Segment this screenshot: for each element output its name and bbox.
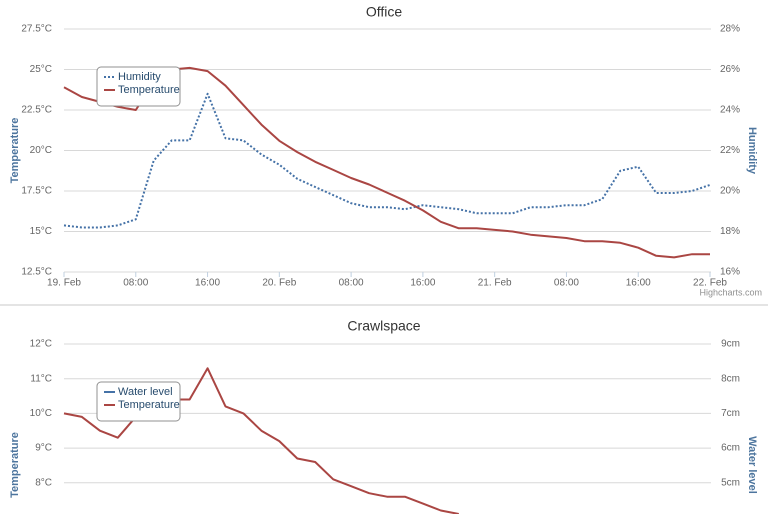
chart-title: Crawlspace <box>347 318 420 334</box>
y-axis-title: Temperature <box>9 118 21 184</box>
legend-label: Temperature <box>118 399 180 411</box>
series-line <box>63 367 459 514</box>
x-tick-label: 08:00 <box>339 278 364 289</box>
y2-tick-label: 28% <box>720 24 740 35</box>
y2-tick-label: 20% <box>720 186 740 197</box>
y2-tick-label: 24% <box>720 105 740 116</box>
plot <box>63 367 459 514</box>
legend-box <box>96 381 181 422</box>
y2-tick-label: 7cm <box>721 408 740 419</box>
x-tick-label: 16:00 <box>626 278 651 289</box>
x-tick-label: 08:00 <box>123 278 148 289</box>
y-tick-label: 17.5°C <box>21 186 52 197</box>
legend-label: Humidity <box>118 71 161 83</box>
x-tick-label: 20. Feb <box>262 278 296 289</box>
x-tick-label: 19. Feb <box>47 278 81 289</box>
y-tick-label: 8°C <box>35 477 52 488</box>
y-tick-label: 11°C <box>30 373 52 384</box>
y2-axis-title: Humidity <box>746 127 758 175</box>
y2-tick-label: 6cm <box>721 443 740 454</box>
y-tick-label: 10°C <box>30 408 52 419</box>
y-tick-label: 9°C <box>35 443 52 454</box>
y2-tick-label: 9cm <box>721 339 740 350</box>
credits: Highcharts.com <box>699 287 762 297</box>
chart-title: Office <box>366 4 403 20</box>
y-tick-label: 27.5°C <box>21 24 52 35</box>
y2-tick-label: 5cm <box>721 477 740 488</box>
legend-label: Temperature <box>118 84 180 96</box>
x-tick-label: 08:00 <box>554 278 579 289</box>
x-tick-label: 16:00 <box>410 278 435 289</box>
y2-tick-label: 18% <box>720 226 740 237</box>
legend-label: Water level <box>118 386 173 398</box>
y-tick-label: 20°C <box>30 145 52 156</box>
series-line <box>63 92 711 229</box>
y-tick-label: 15°C <box>30 226 52 237</box>
legend-box <box>96 66 181 107</box>
y2-tick-label: 8cm <box>721 373 740 384</box>
y2-tick-label: 26% <box>720 64 740 75</box>
y-tick-label: 12°C <box>30 339 52 350</box>
x-tick-label: 16:00 <box>195 278 220 289</box>
y2-tick-label: 22% <box>720 145 740 156</box>
y2-axis-title: Water level <box>746 436 758 494</box>
y2-tick-label: 16% <box>720 267 740 278</box>
y-axis-title: Temperature <box>9 432 21 498</box>
x-tick-label: 21. Feb <box>478 278 512 289</box>
y-tick-label: 22.5°C <box>21 105 52 116</box>
y-tick-label: 25°C <box>30 64 52 75</box>
x-tick-label: 22. Feb <box>693 278 727 289</box>
y-tick-label: 12.5°C <box>21 267 52 278</box>
